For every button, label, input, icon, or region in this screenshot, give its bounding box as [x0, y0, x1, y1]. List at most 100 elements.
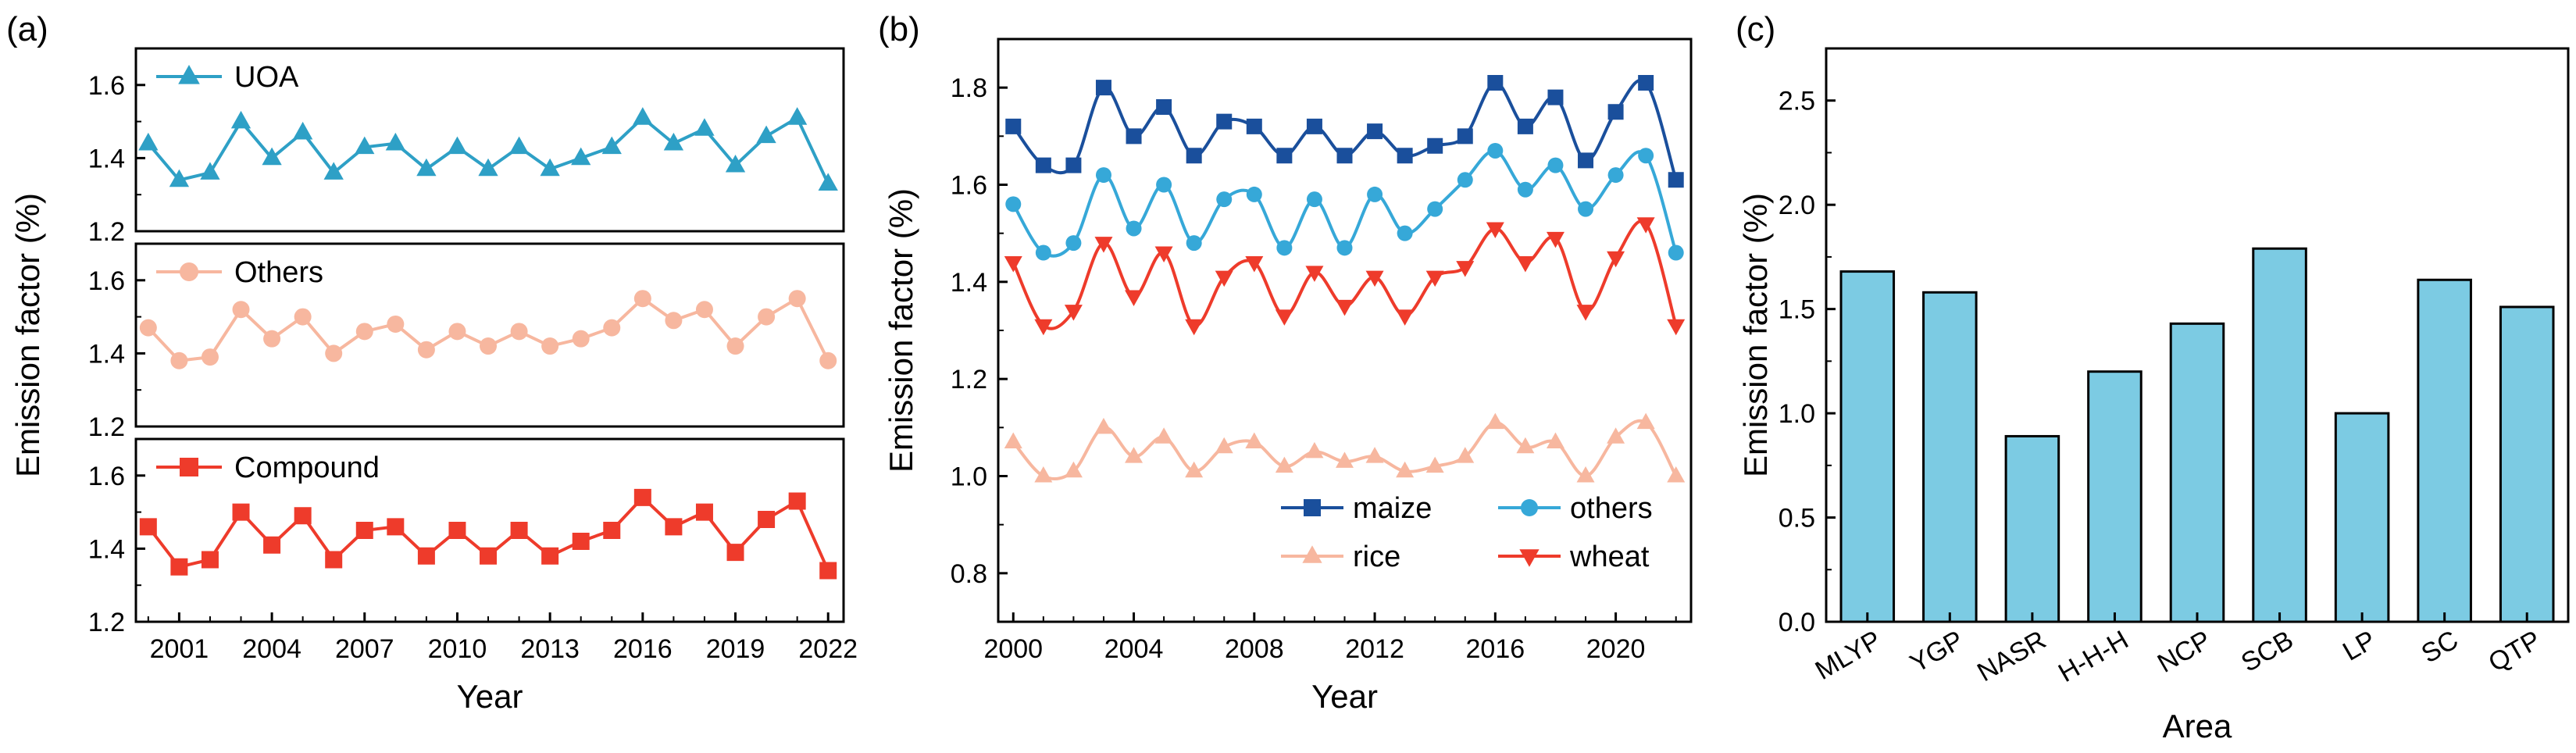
data-point	[1095, 80, 1111, 96]
x-tick-label: 2019	[706, 634, 765, 664]
y-tick-label: 0.5	[1779, 504, 1815, 534]
data-point	[510, 323, 528, 341]
data-point	[325, 551, 343, 569]
x-axis-title: Year	[1311, 678, 1378, 715]
legend-label-others: others	[1570, 492, 1653, 525]
x-tick-label: YGP	[1905, 625, 1968, 679]
data-point	[1607, 427, 1625, 444]
y-tick-label: 1.0	[1779, 399, 1815, 429]
data-point	[1094, 237, 1113, 253]
x-tick-label: 2004	[242, 634, 301, 664]
data-point	[787, 107, 808, 125]
data-point	[1275, 456, 1293, 473]
x-tick-label: MLYP	[1811, 625, 1886, 686]
data-point	[695, 503, 713, 521]
data-point	[1276, 148, 1293, 164]
data-point	[1457, 128, 1473, 145]
x-tick-label: 2010	[428, 634, 487, 664]
series-rice	[1004, 412, 1686, 483]
x-tick-label: 2016	[1466, 634, 1525, 664]
data-point	[170, 558, 188, 576]
data-point	[819, 562, 837, 580]
data-point	[1547, 157, 1564, 173]
data-point	[1607, 104, 1624, 120]
data-point	[1005, 118, 1022, 134]
data-point	[1336, 299, 1354, 316]
data-point	[1065, 235, 1082, 252]
data-point	[1125, 290, 1144, 306]
x-tick-label: SCB	[2236, 625, 2299, 678]
data-point	[1667, 319, 1686, 336]
data-point	[541, 337, 559, 355]
data-point	[633, 107, 653, 125]
data-point	[1668, 244, 1684, 261]
data-point	[1216, 113, 1233, 130]
series-line-rice	[1011, 419, 1678, 480]
x-tick-label: 2008	[1225, 634, 1284, 664]
legend-marker	[1521, 499, 1538, 516]
y-tick-label: 1.6	[88, 462, 125, 491]
data-point	[1306, 118, 1322, 134]
legend-label: Compound	[234, 451, 380, 484]
data-point	[665, 518, 683, 536]
data-point	[1156, 177, 1172, 193]
data-point	[1126, 220, 1142, 237]
data-point	[448, 323, 466, 341]
data-point	[1095, 167, 1111, 184]
data-point	[1425, 456, 1444, 473]
data-point	[1636, 217, 1655, 234]
panel-a: (a) 1.2 1.4 1.6 UOA 1.2 1.4 1.6 Others 1.2 1.4 1.6 C…	[6, 10, 858, 715]
data-point	[387, 315, 405, 333]
data-point	[1185, 319, 1204, 336]
x-axis-title: Year	[457, 678, 523, 715]
bar-ygp	[1922, 291, 1978, 623]
data-point	[385, 132, 405, 151]
legend-marker	[1302, 545, 1322, 563]
data-point	[1396, 309, 1415, 326]
data-point	[1487, 142, 1504, 159]
series-wheat	[1004, 217, 1686, 336]
x-tick-label: 2004	[1104, 634, 1164, 664]
data-point	[1004, 432, 1022, 448]
panel-c: (c) 0.0 0.5 1.0 1.5 2.0 2.5 MLYP YGP NASR H-H-H NCP…	[1736, 10, 2570, 744]
y-tick-label: 2.0	[1779, 191, 1815, 220]
data-point	[725, 155, 746, 173]
data-point	[139, 518, 157, 536]
data-point	[1305, 441, 1324, 459]
data-point	[1425, 270, 1444, 287]
x-tick-label: 2000	[983, 634, 1043, 664]
data-point	[447, 136, 468, 155]
data-point	[1397, 148, 1413, 164]
data-point	[1246, 118, 1262, 134]
data-point	[1517, 181, 1533, 198]
y-tick-label: 1.8	[951, 73, 987, 103]
data-point	[262, 147, 282, 166]
data-point	[1156, 99, 1172, 116]
legend-label-maize: maize	[1353, 492, 1432, 525]
y-tick-label: 1.5	[1779, 295, 1815, 325]
legend-label-wheat: wheat	[1569, 541, 1650, 573]
data-point	[1035, 157, 1051, 173]
data-point	[169, 169, 190, 187]
bar-h-h-h	[2087, 370, 2143, 623]
y-tick-label: 1.2	[951, 365, 987, 394]
bar-mlyp	[1839, 270, 1896, 623]
data-point	[788, 492, 806, 510]
data-point	[1064, 461, 1083, 478]
data-point	[323, 162, 344, 180]
data-point	[1486, 412, 1504, 430]
data-point	[478, 158, 498, 177]
data-point	[230, 110, 252, 129]
data-point	[1126, 128, 1142, 145]
y-tick-label: 1.6	[951, 171, 987, 201]
data-point	[139, 319, 157, 337]
data-point	[1546, 432, 1565, 448]
subplot-others: 1.2 1.4 1.6 Others	[88, 242, 845, 442]
plot-frame	[134, 437, 845, 623]
legend-label: Others	[234, 256, 323, 289]
data-point	[1578, 152, 1594, 169]
data-point	[1457, 172, 1473, 188]
legend-marker	[1304, 499, 1321, 516]
data-point	[294, 507, 312, 525]
data-point	[1094, 417, 1113, 434]
